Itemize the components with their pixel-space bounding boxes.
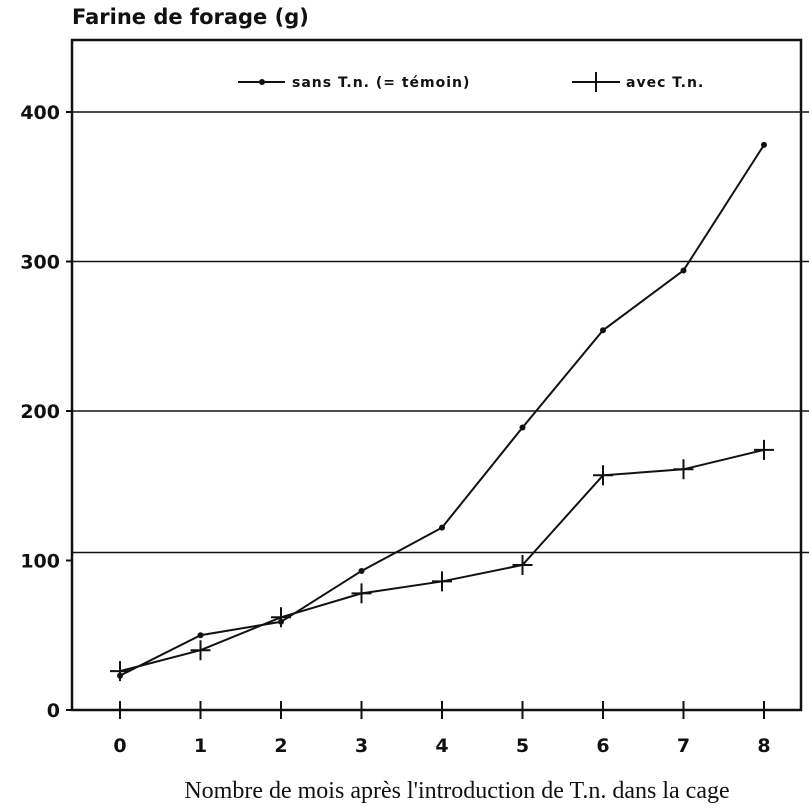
point-s1-5 [519, 424, 526, 431]
x-tick-label-6: 6 [596, 735, 609, 757]
point-s1-6 [600, 327, 606, 334]
point-s2-1 [190, 640, 211, 661]
x-tick-label-7: 7 [677, 735, 690, 757]
point-s2-7 [673, 459, 694, 480]
legend-label-2: avec T.n. [626, 75, 704, 91]
legend-marker-1 [259, 79, 265, 85]
point-s1-4 [439, 524, 445, 531]
series-group [110, 141, 774, 682]
point-s2-6 [593, 465, 613, 486]
series-line-2 [119, 448, 765, 673]
x-axis-title: Nombre de mois après l'introduction de T… [184, 778, 729, 804]
gridlines [72, 111, 809, 554]
point-s2-3 [351, 583, 372, 604]
legend-label-1: sans T.n. (= témoin) [292, 75, 470, 91]
x-tick-label-4: 4 [435, 735, 448, 757]
point-s2-0 [110, 661, 130, 682]
point-s1-8 [761, 141, 767, 148]
point-s2-5 [512, 554, 533, 575]
plot-frame [70, 38, 803, 712]
series-1 [117, 141, 767, 679]
x-tick-label-2: 2 [274, 735, 287, 757]
x-tick-label-8: 8 [757, 735, 770, 757]
point-s1-7 [680, 267, 687, 274]
point-s2-2 [271, 607, 291, 628]
point-s1-1 [197, 632, 204, 639]
series-2 [110, 439, 774, 682]
y-axis-title: Farine de forage (g) [72, 5, 309, 29]
x-tick-label-0: 0 [113, 735, 126, 757]
x-tick-label-5: 5 [516, 735, 529, 757]
y-tick-label-400: 400 [20, 102, 60, 124]
x-tick-label-3: 3 [355, 735, 368, 757]
y-axis-ticks: 0 100 200 300 400 [20, 102, 72, 722]
x-tick-label-1: 1 [194, 735, 207, 757]
y-tick-label-100: 100 [20, 551, 60, 573]
point-s2-4 [432, 571, 452, 592]
point-s2-8 [754, 439, 774, 460]
legend: sans T.n. (= témoin) avec T.n. [238, 72, 704, 92]
y-tick-label-200: 200 [20, 401, 60, 423]
x-axis-ticks: 0 1 2 3 4 5 6 7 8 [113, 701, 771, 757]
y-tick-label-300: 300 [20, 252, 60, 274]
point-s1-3 [358, 567, 365, 574]
y-tick-label-0: 0 [47, 700, 60, 722]
